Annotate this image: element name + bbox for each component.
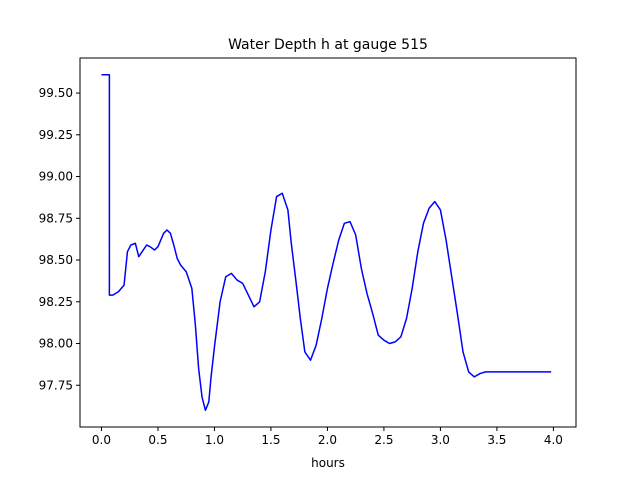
x-axis-label: hours (311, 456, 345, 470)
y-tick-label: 99.50 (39, 86, 73, 100)
series-line-water-depth (101, 73, 552, 412)
y-tick-label: 98.75 (39, 211, 73, 225)
x-tick-label: 3.0 (431, 433, 450, 447)
x-tick-label: 0.0 (92, 433, 111, 447)
y-tick-label: 98.00 (39, 337, 73, 351)
x-tick-label: 2.0 (318, 433, 337, 447)
y-tick-label: 97.75 (39, 378, 73, 392)
x-tick-label: 3.5 (487, 433, 506, 447)
y-tick-label: 99.25 (39, 128, 73, 142)
x-tick-label: 2.5 (374, 433, 393, 447)
chart-title: Water Depth h at gauge 515 (228, 37, 428, 53)
y-tick-label: 98.25 (39, 295, 73, 309)
ticks-layer: 0.0 0.5 1.0 1.5 2.0 2.5 3.0 3.5 4.0 97.75 98.00 98.… (39, 86, 563, 447)
x-tick-label: 4.0 (544, 433, 563, 447)
plot-area (80, 58, 576, 427)
x-tick-label: 1.5 (261, 433, 280, 447)
plot-frame (79, 57, 577, 428)
x-tick-label: 0.5 (148, 433, 167, 447)
x-tick-label: 1.0 (205, 433, 224, 447)
y-tick-label: 98.50 (39, 253, 73, 267)
y-tick-label: 99.00 (39, 170, 73, 184)
